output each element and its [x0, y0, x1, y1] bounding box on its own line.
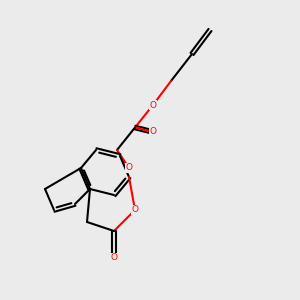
Text: O: O: [125, 164, 133, 172]
Text: O: O: [149, 100, 157, 109]
Text: O: O: [149, 128, 157, 136]
Text: O: O: [131, 206, 139, 214]
Text: O: O: [110, 254, 118, 262]
